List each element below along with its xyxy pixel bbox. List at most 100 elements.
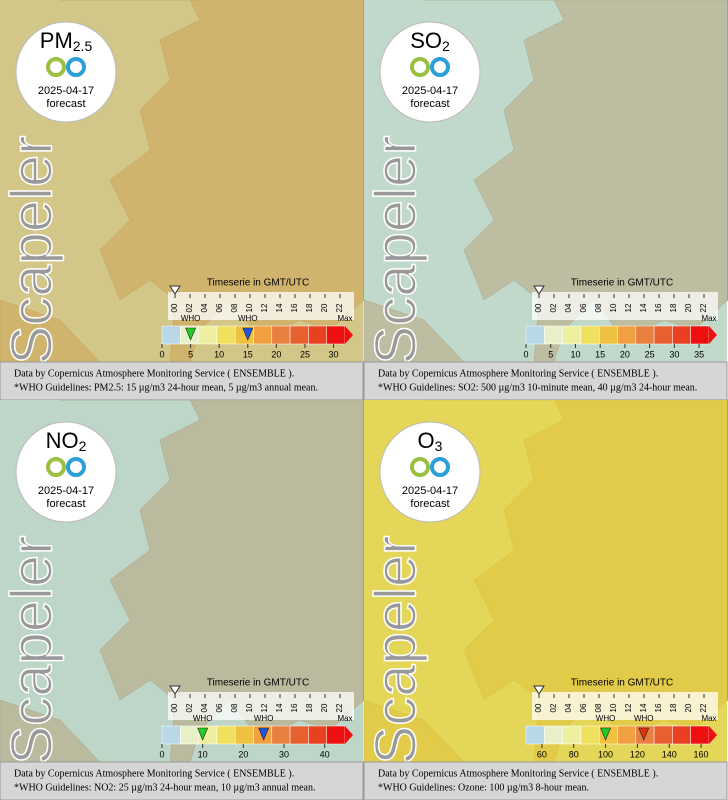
who-marker: [638, 727, 650, 741]
hour-label: 10: [245, 703, 254, 712]
legend-cell: [617, 725, 637, 745]
legend-tick-label: 15: [595, 349, 605, 359]
hour-label: 22: [335, 303, 344, 312]
legend-tick-label: 5: [548, 349, 553, 359]
legend-cell: [598, 325, 618, 345]
hour-label: 16: [290, 703, 299, 712]
who-label: WHO: [634, 714, 654, 723]
logo-ring: [430, 57, 450, 77]
logo-ring: [46, 457, 66, 477]
forecast-date: 2025-04-17: [38, 485, 94, 497]
hour-label: 16: [654, 703, 663, 712]
pollutant-name: NO: [46, 428, 79, 453]
legend-tick-label: 10: [570, 349, 580, 359]
legend-cell: [271, 725, 291, 745]
pollutant-subscript: 2: [79, 438, 87, 454]
legend-tick-label: 30: [669, 349, 679, 359]
legend-cell: [690, 325, 710, 345]
footer-source: Data by Copernicus Atmosphere Monitoring…: [14, 368, 294, 379]
legend-tick-label: 60: [537, 749, 547, 759]
legend-cell: [544, 325, 563, 345]
hour-label: 08: [230, 303, 239, 312]
legend-tick-label: 160: [694, 749, 709, 759]
footer-who: *WHO Guidelines: Ozone: 100 µg/m3 8-hour…: [378, 782, 589, 793]
who-marker: [258, 727, 270, 741]
watermark: Scapeler: [363, 536, 428, 765]
hour-label: 10: [609, 703, 618, 712]
timeserie-label: Timeserie in GMT/UTC: [571, 278, 673, 289]
hour-label: 18: [669, 303, 678, 312]
footer-who: *WHO Guidelines: PM2.5: 15 µg/m3 24-hour…: [14, 382, 318, 393]
pollutant-name: SO: [410, 28, 442, 53]
hour-label: 20: [684, 703, 693, 712]
hour-label: 02: [185, 703, 194, 712]
forecast-date: 2025-04-17: [402, 485, 458, 497]
hour-label: 02: [185, 303, 194, 312]
legend-cell: [635, 325, 655, 345]
footer-source: Data by Copernicus Atmosphere Monitoring…: [378, 768, 658, 779]
hour-label: 18: [305, 703, 314, 712]
hour-label: 22: [699, 703, 708, 712]
hour-label: 14: [639, 703, 648, 712]
hour-label: 20: [684, 303, 693, 312]
hour-label: 22: [335, 703, 344, 712]
legend-tick-label: 10: [214, 349, 224, 359]
legend-cell: [216, 325, 236, 345]
hour-label: 06: [215, 703, 224, 712]
hour-label: 18: [305, 303, 314, 312]
forecast-label: forecast: [46, 498, 85, 510]
legend-max-arrow: [345, 726, 353, 744]
legend-max-arrow: [709, 326, 717, 344]
who-marker: [185, 327, 197, 341]
legend-tick-label: 25: [645, 349, 655, 359]
legend-max-label: Max: [701, 714, 716, 723]
footer-source: Data by Copernicus Atmosphere Monitoring…: [14, 768, 294, 779]
legend-cell: [672, 725, 691, 745]
watermark: Scapeler: [0, 136, 64, 365]
legend-cell: [308, 725, 327, 745]
footer: [363, 761, 728, 800]
hour-label: 22: [699, 303, 708, 312]
legend-tick-label: 140: [662, 749, 677, 759]
hour-label: 04: [564, 303, 573, 312]
who-marker: [600, 727, 612, 741]
legend-tick-label: 15: [243, 349, 253, 359]
legend-tick-label: 5: [188, 349, 193, 359]
legend-tick-label: 100: [598, 749, 613, 759]
legend-tick-label: 25: [300, 349, 310, 359]
hour-label: 16: [290, 303, 299, 312]
timeserie-label: Timeserie in GMT/UTC: [207, 278, 309, 289]
legend-max-label: Max: [701, 314, 716, 323]
legend-tick-label: 80: [569, 749, 579, 759]
pollutant-name: PM: [40, 28, 73, 53]
footer-who: *WHO Guidelines: NO2: 25 µg/m3 24-hour m…: [14, 782, 315, 793]
footer: [0, 761, 364, 800]
legend-tick-label: 35: [694, 349, 704, 359]
legend-max-arrow: [345, 326, 353, 344]
hour-label: 08: [594, 703, 603, 712]
hour-label: 04: [564, 703, 573, 712]
legend-cell: [562, 725, 582, 745]
hour-label: 10: [609, 303, 618, 312]
legend-max-arrow: [709, 726, 717, 744]
who-label: WHO: [596, 714, 616, 723]
timeline-bar: [168, 692, 354, 720]
now-marker: [533, 285, 545, 295]
timeline-bar: [532, 692, 718, 720]
hour-label: 04: [200, 703, 209, 712]
legend-tick-label: 40: [320, 749, 330, 759]
who-marker: [242, 327, 254, 341]
who-label: WHO: [238, 314, 258, 323]
hour-label: 18: [669, 703, 678, 712]
timeserie-label: Timeserie in GMT/UTC: [571, 678, 673, 689]
hour-label: 00: [170, 303, 179, 312]
legend-cell: [180, 725, 199, 745]
footer-who: *WHO Guidelines: SO2: 500 µg/m3 10-minut…: [378, 382, 697, 393]
forecast-label: forecast: [410, 498, 449, 510]
legend-cell: [580, 325, 600, 345]
